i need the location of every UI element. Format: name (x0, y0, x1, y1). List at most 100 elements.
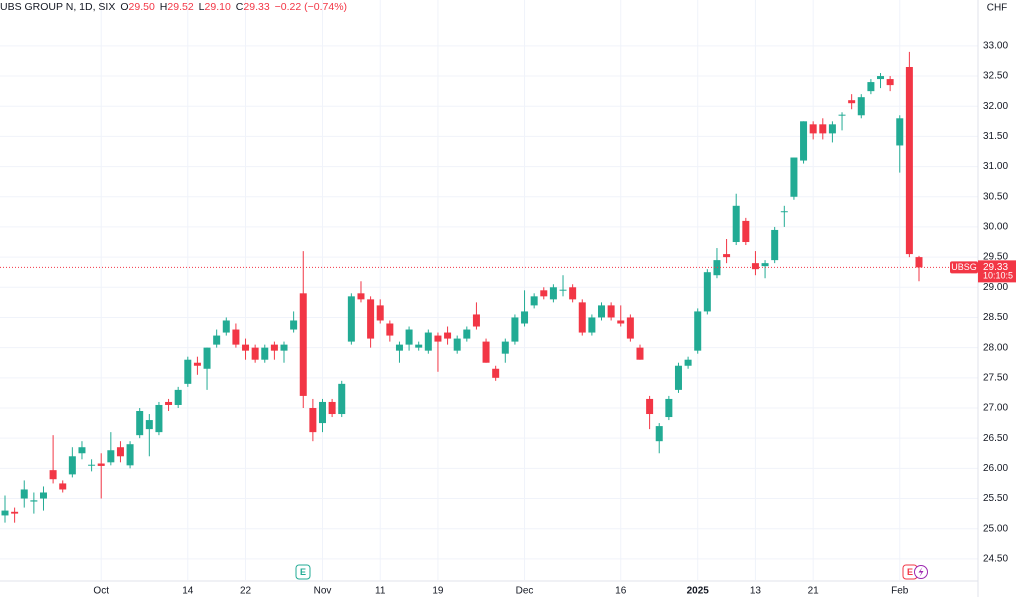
candle-body (145, 420, 153, 430)
candle-body (742, 220, 750, 243)
candle-body (521, 311, 529, 324)
y-tick-label: 27.50 (983, 372, 1008, 383)
x-tick-label: Oct (93, 586, 109, 597)
dividend-marker[interactable] (914, 565, 928, 579)
candle-body (155, 404, 163, 433)
candle-body (453, 338, 461, 351)
symbol-tag: UBSG (951, 262, 977, 272)
candle-body (357, 293, 365, 300)
candle-body (655, 426, 663, 442)
y-tick-label: 33.00 (983, 41, 1008, 52)
ohlc-open: O29.50 (120, 1, 154, 13)
candle-body (376, 305, 384, 321)
y-tick-label: 24.50 (983, 554, 1008, 565)
candle-body (338, 383, 346, 415)
candle-body (549, 287, 557, 300)
y-tick-label: 27.00 (983, 403, 1008, 414)
candle-body (896, 118, 904, 146)
candle-body (800, 121, 808, 161)
candle-body (703, 272, 711, 312)
candle-body (684, 359, 692, 366)
ohlc-value: 29.33 (243, 1, 270, 13)
ohlc-low: L29.10 (199, 1, 231, 13)
candle-body (588, 317, 596, 333)
candle-body (309, 407, 317, 433)
x-tick-label: Dec (516, 586, 534, 597)
earnings-box (295, 564, 311, 580)
candle-body (598, 305, 606, 318)
candle-body (184, 359, 192, 384)
candle-body (11, 511, 19, 514)
candle-body (1, 510, 9, 516)
candle-body (59, 483, 67, 490)
candle-body (203, 347, 211, 369)
candle-body (88, 464, 96, 466)
x-tick-label: Feb (891, 586, 909, 597)
price-tag-value: 29.33 (983, 262, 1008, 273)
candle-body (405, 329, 413, 345)
ohlc-value: 29.52 (167, 1, 194, 13)
candle-body (232, 329, 240, 345)
ohlc-key: L (198, 1, 205, 13)
candle-body (665, 398, 673, 418)
candle-body (434, 335, 442, 342)
candle-body (49, 470, 57, 480)
ohlc-key: O (120, 1, 129, 13)
candle-body (193, 362, 201, 366)
candles (1, 51, 923, 523)
candle-body (415, 344, 423, 348)
y-tick-label: 29.50 (983, 252, 1008, 263)
candle-body (39, 492, 47, 499)
currency-label: CHF (987, 3, 1008, 14)
candle-body (771, 229, 779, 261)
candle-body (540, 290, 548, 297)
legend-header: UBS GROUP N, 1D, SIX O29.50 H29.52 L29.1… (0, 1, 347, 13)
x-tick-label: 13 (750, 586, 762, 597)
y-tick-label: 32.00 (983, 101, 1008, 112)
candle-body (636, 347, 644, 360)
candle-body (242, 344, 250, 351)
candle-body (886, 79, 894, 86)
candle-body (838, 114, 846, 116)
candle-body (607, 305, 615, 318)
y-tick-label: 31.00 (983, 161, 1008, 172)
y-tick-label: 32.50 (983, 71, 1008, 82)
candle-body (877, 76, 885, 80)
candle-body (68, 456, 76, 475)
earnings-marker[interactable]: E (295, 564, 311, 580)
candle-body (318, 401, 326, 424)
change: −0.22 (−0.74%) (274, 1, 348, 13)
candle-body (828, 124, 836, 134)
candle-body (280, 344, 288, 351)
candle-body (270, 344, 278, 351)
ohlc-key: C (235, 1, 244, 13)
candle-body (626, 317, 634, 339)
candle-body (848, 100, 856, 104)
candle-body (424, 332, 432, 351)
grid (0, 0, 978, 580)
countdown: 10:10:5 (983, 271, 1013, 281)
candle-body (261, 347, 269, 360)
ohlc-value: 29.10 (204, 1, 231, 13)
ohlc-value: 29.50 (128, 1, 155, 13)
candle-body (251, 347, 259, 360)
candle-body (530, 296, 538, 306)
symbol-title: UBS GROUP N, 1D, SIX (0, 1, 116, 13)
candle-body (809, 124, 817, 134)
candle-body (857, 97, 865, 116)
candle-body (78, 447, 86, 454)
candle-body (444, 332, 452, 339)
candle-body (472, 314, 480, 327)
x-tick-label: Nov (314, 586, 332, 597)
candle-body (501, 341, 509, 354)
ohlc-high: H29.52 (160, 1, 194, 13)
candle-body (578, 302, 586, 333)
y-tick-label: 25.50 (983, 493, 1008, 504)
candle-body (290, 320, 298, 330)
candle-body (97, 463, 105, 466)
candle-body (780, 211, 788, 213)
x-tick-label: 19 (432, 586, 444, 597)
